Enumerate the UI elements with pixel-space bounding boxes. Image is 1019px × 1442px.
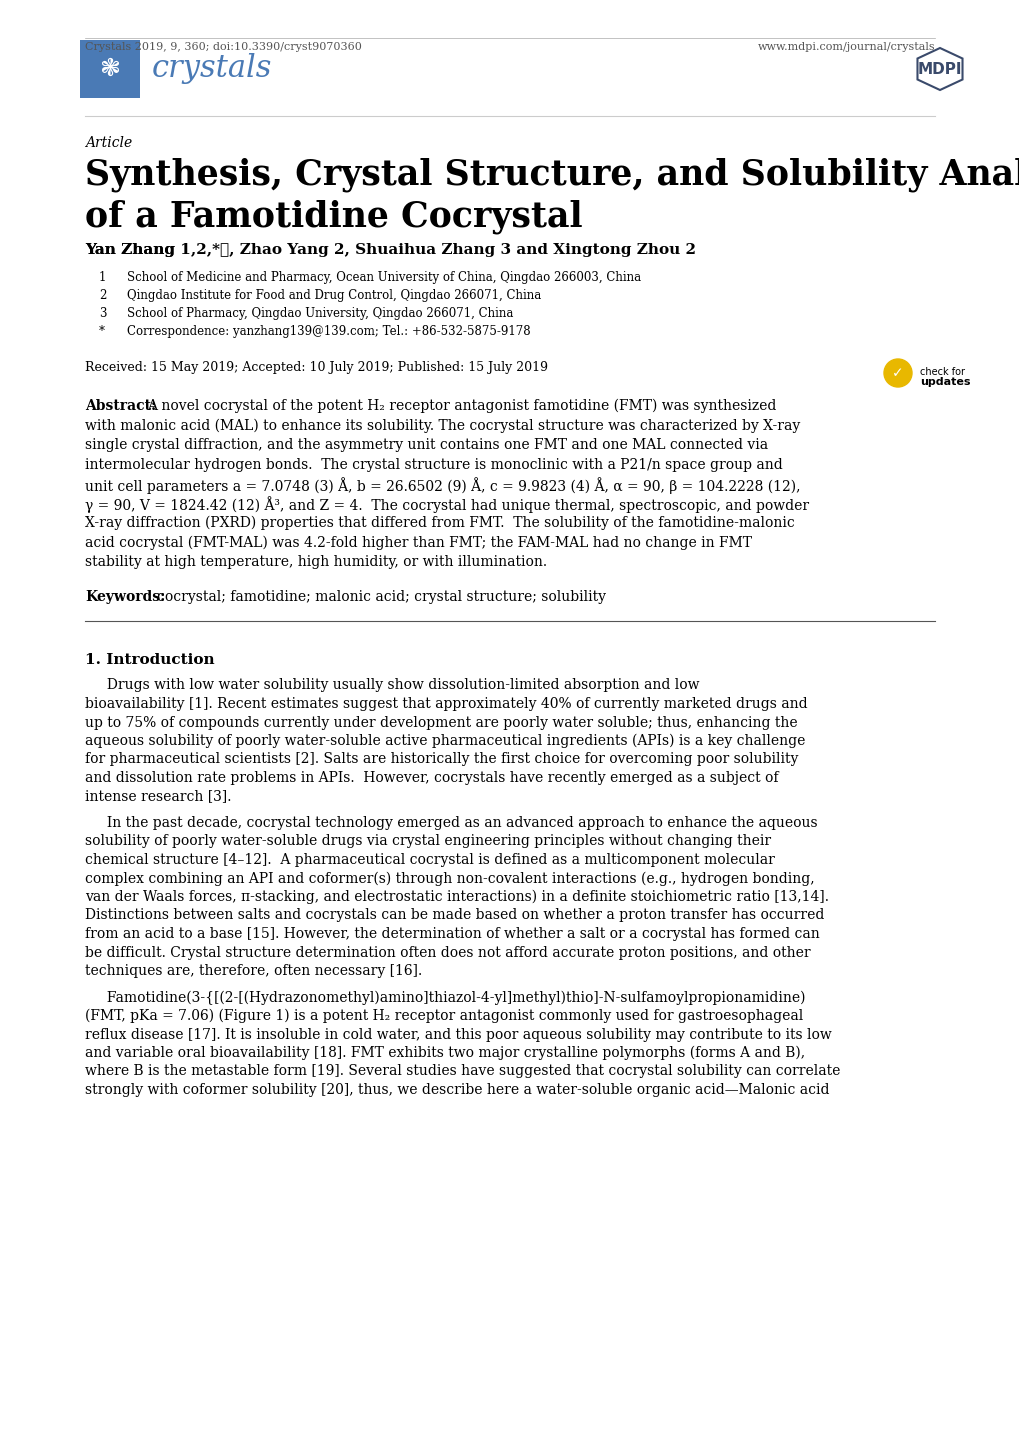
Text: Famotidine(3-{[(2-[(Hydrazonomethyl)amino]thiazol-4-yl]methyl)thio]-N-sulfamoylp: Famotidine(3-{[(2-[(Hydrazonomethyl)amin… [85,991,805,1005]
Text: bioavailability [1]. Recent estimates suggest that approximately 40% of currentl: bioavailability [1]. Recent estimates su… [85,696,807,711]
Text: be difficult. Crystal structure determination often does not afford accurate pro: be difficult. Crystal structure determin… [85,946,810,959]
Text: 2: 2 [99,288,106,301]
Text: chemical structure [4–12].  A pharmaceutical cocrystal is defined as a multicomp: chemical structure [4–12]. A pharmaceuti… [85,854,774,867]
Text: In the past decade, cocrystal technology emerged as an advanced approach to enha: In the past decade, cocrystal technology… [85,816,817,831]
Text: Qingdao Institute for Food and Drug Control, Qingdao 266071, China: Qingdao Institute for Food and Drug Cont… [127,288,541,301]
Text: 1: 1 [99,271,106,284]
Text: with malonic acid (MAL) to enhance its solubility. The cocrystal structure was c: with malonic acid (MAL) to enhance its s… [85,418,800,433]
Text: *: * [99,324,105,337]
Text: and variable oral bioavailability [18]. FMT exhibits two major crystalline polym: and variable oral bioavailability [18]. … [85,1045,804,1060]
Text: strongly with coformer solubility [20], thus, we describe here a water-soluble o: strongly with coformer solubility [20], … [85,1083,828,1097]
Text: crystals: crystals [152,53,272,85]
Text: Abstract:: Abstract: [85,399,156,412]
Text: Synthesis, Crystal Structure, and Solubility Analysis
of a Famotidine Cocrystal: Synthesis, Crystal Structure, and Solubi… [85,159,1019,234]
Text: 3: 3 [99,307,106,320]
Text: stability at high temperature, high humidity, or with illumination.: stability at high temperature, high humi… [85,555,546,570]
Text: Article: Article [85,136,132,150]
Text: aqueous solubility of poorly water-soluble active pharmaceutical ingredients (AP: aqueous solubility of poorly water-solub… [85,734,805,748]
Text: check for: check for [919,368,964,376]
Text: for pharmaceutical scientists [2]. Salts are historically the first choice for o: for pharmaceutical scientists [2]. Salts… [85,753,798,767]
Text: and dissolution rate problems in APIs.  However, cocrystals have recently emerge: and dissolution rate problems in APIs. H… [85,771,777,784]
Text: X-ray diffraction (PXRD) properties that differed from FMT.  The solubility of t: X-ray diffraction (PXRD) properties that… [85,516,794,531]
Text: A novel cocrystal of the potent H₂ receptor antagonist famotidine (FMT) was synt: A novel cocrystal of the potent H₂ recep… [147,399,775,414]
Text: Received: 15 May 2019; Accepted: 10 July 2019; Published: 15 July 2019: Received: 15 May 2019; Accepted: 10 July… [85,360,547,373]
Text: complex combining an API and coformer(s) through non-covalent interactions (e.g.: complex combining an API and coformer(s)… [85,871,814,885]
Text: single crystal diffraction, and the asymmetry unit contains one FMT and one MAL : single crystal diffraction, and the asym… [85,438,767,451]
Text: solubility of poorly water-soluble drugs via crystal engineering principles with: solubility of poorly water-soluble drugs… [85,835,770,848]
Text: Crystals 2019, 9, 360; doi:10.3390/cryst9070360: Crystals 2019, 9, 360; doi:10.3390/cryst… [85,42,362,52]
Text: Keywords:: Keywords: [85,591,165,604]
Text: intermolecular hydrogen bonds.  The crystal structure is monoclinic with a P21/n: intermolecular hydrogen bonds. The cryst… [85,457,782,472]
Text: Correspondence: yanzhang139@139.com; Tel.: +86-532-5875-9178: Correspondence: yanzhang139@139.com; Tel… [127,324,530,337]
Text: updates: updates [919,376,969,386]
Text: γ = 90, V = 1824.42 (12) Å³, and Z = 4.  The cocrystal had unique thermal, spect: γ = 90, V = 1824.42 (12) Å³, and Z = 4. … [85,496,808,513]
Text: (FMT, pKa = 7.06) (Figure 1) is a potent H₂ receptor antagonist commonly used fo: (FMT, pKa = 7.06) (Figure 1) is a potent… [85,1009,803,1024]
Text: intense research [3].: intense research [3]. [85,790,231,803]
Text: ✓: ✓ [892,366,903,381]
Text: techniques are, therefore, often necessary [16].: techniques are, therefore, often necessa… [85,965,422,978]
Text: cocrystal; famotidine; malonic acid; crystal structure; solubility: cocrystal; famotidine; malonic acid; cry… [157,591,605,604]
Text: where B is the metastable form [19]. Several studies have suggested that cocryst: where B is the metastable form [19]. Sev… [85,1064,840,1079]
Text: up to 75% of compounds currently under development are poorly water soluble; thu: up to 75% of compounds currently under d… [85,715,797,730]
Text: van der Waals forces, π-stacking, and electrostatic interactions) in a definite : van der Waals forces, π-stacking, and el… [85,890,828,904]
Text: Drugs with low water solubility usually show dissolution-limited absorption and : Drugs with low water solubility usually … [85,679,699,692]
Text: reflux disease [17]. It is insoluble in cold water, and this poor aqueous solubi: reflux disease [17]. It is insoluble in … [85,1028,830,1041]
Text: acid cocrystal (FMT-MAL) was 4.2-fold higher than FMT; the FAM-MAL had no change: acid cocrystal (FMT-MAL) was 4.2-fold hi… [85,535,751,549]
Text: Yan Zhang 1,2,*ⓘ, Zhao Yang 2, Shuaihua Zhang 3 and Xingtong Zhou 2: Yan Zhang 1,2,*ⓘ, Zhao Yang 2, Shuaihua … [85,244,695,257]
Text: from an acid to a base [15]. However, the determination of whether a salt or a c: from an acid to a base [15]. However, th… [85,927,819,942]
Text: 1. Introduction: 1. Introduction [85,652,214,666]
Circle shape [883,359,911,386]
Text: School of Pharmacy, Qingdao University, Qingdao 266071, China: School of Pharmacy, Qingdao University, … [127,307,513,320]
Bar [79,40,140,98]
Text: www.mdpi.com/journal/crystals: www.mdpi.com/journal/crystals [757,42,934,52]
Text: Distinctions between salts and cocrystals can be made based on whether a proton : Distinctions between salts and cocrystal… [85,908,823,923]
Text: unit cell parameters a = 7.0748 (3) Å, b = 26.6502 (9) Å, c = 9.9823 (4) Å, α = : unit cell parameters a = 7.0748 (3) Å, b… [85,477,800,493]
Text: ❃: ❃ [100,58,120,81]
Text: Yan Zhang: Yan Zhang [85,244,180,257]
Text: School of Medicine and Pharmacy, Ocean University of China, Qingdao 266003, Chin: School of Medicine and Pharmacy, Ocean U… [127,271,641,284]
Text: MDPI: MDPI [917,62,961,76]
